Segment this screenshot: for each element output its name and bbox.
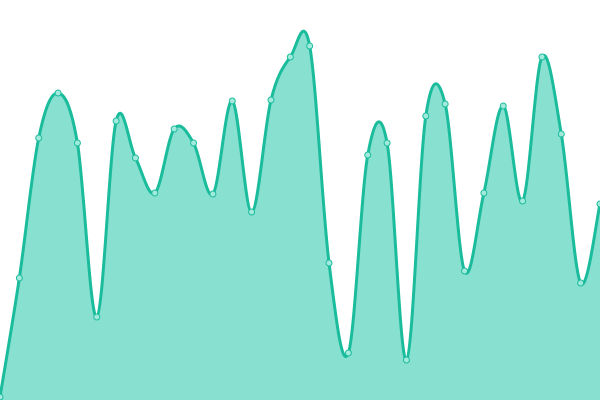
data-point-24 <box>461 267 469 275</box>
data-point-11 <box>209 190 217 198</box>
area-fill <box>0 31 600 400</box>
data-point-21 <box>402 356 410 364</box>
data-point-7 <box>131 154 139 162</box>
data-point-16 <box>306 42 314 50</box>
data-point-28 <box>538 53 546 61</box>
data-point-5 <box>93 313 101 321</box>
data-point-31 <box>596 200 600 208</box>
data-point-15 <box>286 53 294 61</box>
data-point-8 <box>151 189 159 197</box>
data-point-25 <box>480 189 488 197</box>
data-point-10 <box>190 139 198 147</box>
data-point-2 <box>35 134 43 142</box>
data-point-3 <box>54 89 62 97</box>
data-point-0 <box>0 393 4 400</box>
data-markers <box>0 42 600 400</box>
data-point-12 <box>228 97 236 105</box>
data-point-6 <box>112 117 120 125</box>
data-point-18 <box>344 349 352 357</box>
data-point-19 <box>364 151 372 159</box>
data-point-14 <box>267 96 275 104</box>
data-point-1 <box>15 274 23 282</box>
data-point-23 <box>441 100 449 108</box>
data-point-30 <box>577 279 585 287</box>
data-point-22 <box>422 112 430 120</box>
data-point-29 <box>557 130 565 138</box>
data-point-26 <box>499 102 507 110</box>
data-point-9 <box>170 125 178 133</box>
data-point-20 <box>383 139 391 147</box>
data-point-13 <box>248 208 256 216</box>
data-point-17 <box>325 259 333 267</box>
data-point-27 <box>519 197 527 205</box>
data-point-4 <box>73 139 81 147</box>
